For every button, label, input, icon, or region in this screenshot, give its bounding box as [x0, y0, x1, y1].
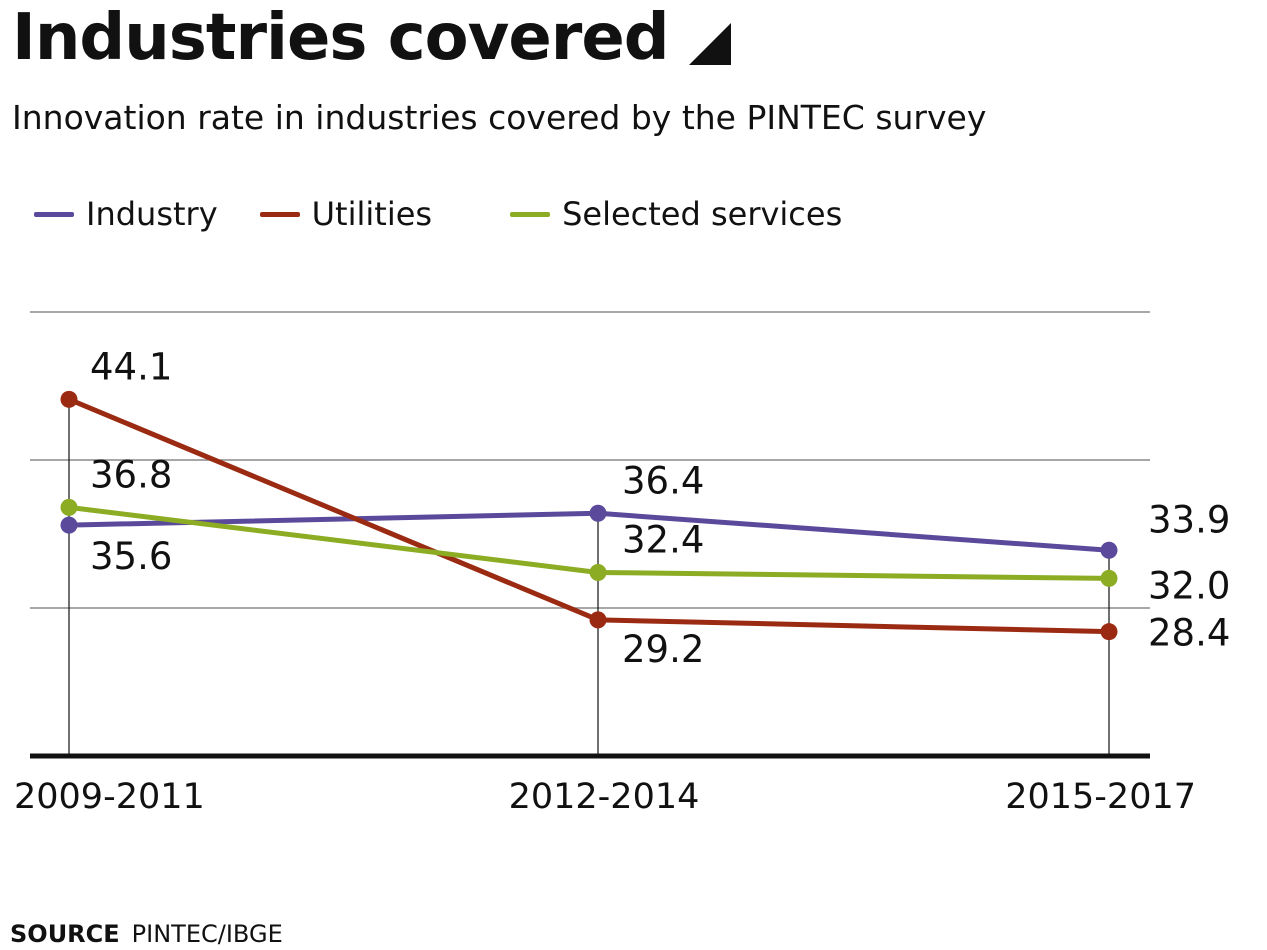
chart-legend: Industry Utilities Selected services	[34, 192, 884, 236]
grid-lines	[30, 311, 1150, 609]
data-point-industry-2009-2011	[60, 516, 78, 534]
data-point-industry-2015-2017	[1100, 541, 1118, 559]
legend-item-selected-services: Selected services	[510, 195, 842, 233]
legend-swatch-selected-services	[510, 211, 551, 217]
legend-label-selected-services: Selected services	[562, 195, 843, 233]
data-label-selected-services-2015-2017: 32.0	[1148, 564, 1230, 607]
data-point-utilities-2012-2014	[589, 611, 607, 629]
data-label-utilities-2012-2014: 29.2	[622, 628, 704, 671]
legend-item-industry: Industry	[34, 195, 218, 233]
data-point-selected-services-2012-2014	[589, 563, 607, 581]
corner-triangle-icon	[688, 23, 731, 65]
data-point-selected-services-2015-2017	[1100, 569, 1118, 587]
data-label-selected-services-2009-2011: 36.8	[90, 453, 172, 496]
legend-label-utilities: Utilities	[311, 195, 433, 233]
source-label: SOURCE	[10, 920, 120, 948]
data-label-utilities-2015-2017: 28.4	[1148, 612, 1230, 655]
legend-swatch-industry	[34, 211, 74, 217]
chart-title-text: Industries covered	[12, 1, 670, 75]
data-label-utilities-2009-2011: 44.1	[90, 345, 172, 388]
chart-subtitle: Innovation rate in industries covered by…	[12, 98, 987, 137]
legend-swatch-utilities	[259, 211, 300, 217]
chart-title: Industries covered	[12, 0, 731, 76]
data-label-industry-2012-2014: 36.4	[622, 459, 704, 502]
x-axis: 2009-2011 2012-2014 2015-2017	[14, 753, 1196, 817]
data-point-utilities-2009-2011	[60, 390, 78, 408]
x-tick-label-2009-2011: 2009-2011	[14, 777, 205, 817]
legend-label-industry: Industry	[86, 195, 218, 233]
data-label-selected-services-2012-2014: 32.4	[622, 518, 704, 561]
legend-item-utilities: Utilities	[259, 195, 433, 233]
data-point-selected-services-2009-2011	[60, 498, 78, 516]
data-labels: 44.1 36.8 35.6 36.4 32.4 29.2 33.9 32.0 28.4	[90, 345, 1230, 671]
source-text: PINTEC/IBGE	[131, 920, 283, 948]
x-tick-label-2012-2014: 2012-2014	[509, 777, 700, 817]
series-lines	[60, 390, 1118, 641]
data-label-industry-2009-2011: 35.6	[90, 535, 172, 578]
x-tick-label-2015-2017: 2015-2017	[1005, 777, 1196, 817]
data-point-industry-2012-2014	[589, 504, 607, 522]
data-label-industry-2015-2017: 33.9	[1148, 498, 1230, 541]
source-note: SOURCE PINTEC/IBGE	[10, 918, 283, 950]
series-line-industry	[68, 510, 1110, 553]
series-line-selected-services	[68, 504, 1110, 581]
data-point-utilities-2015-2017	[1100, 623, 1118, 641]
